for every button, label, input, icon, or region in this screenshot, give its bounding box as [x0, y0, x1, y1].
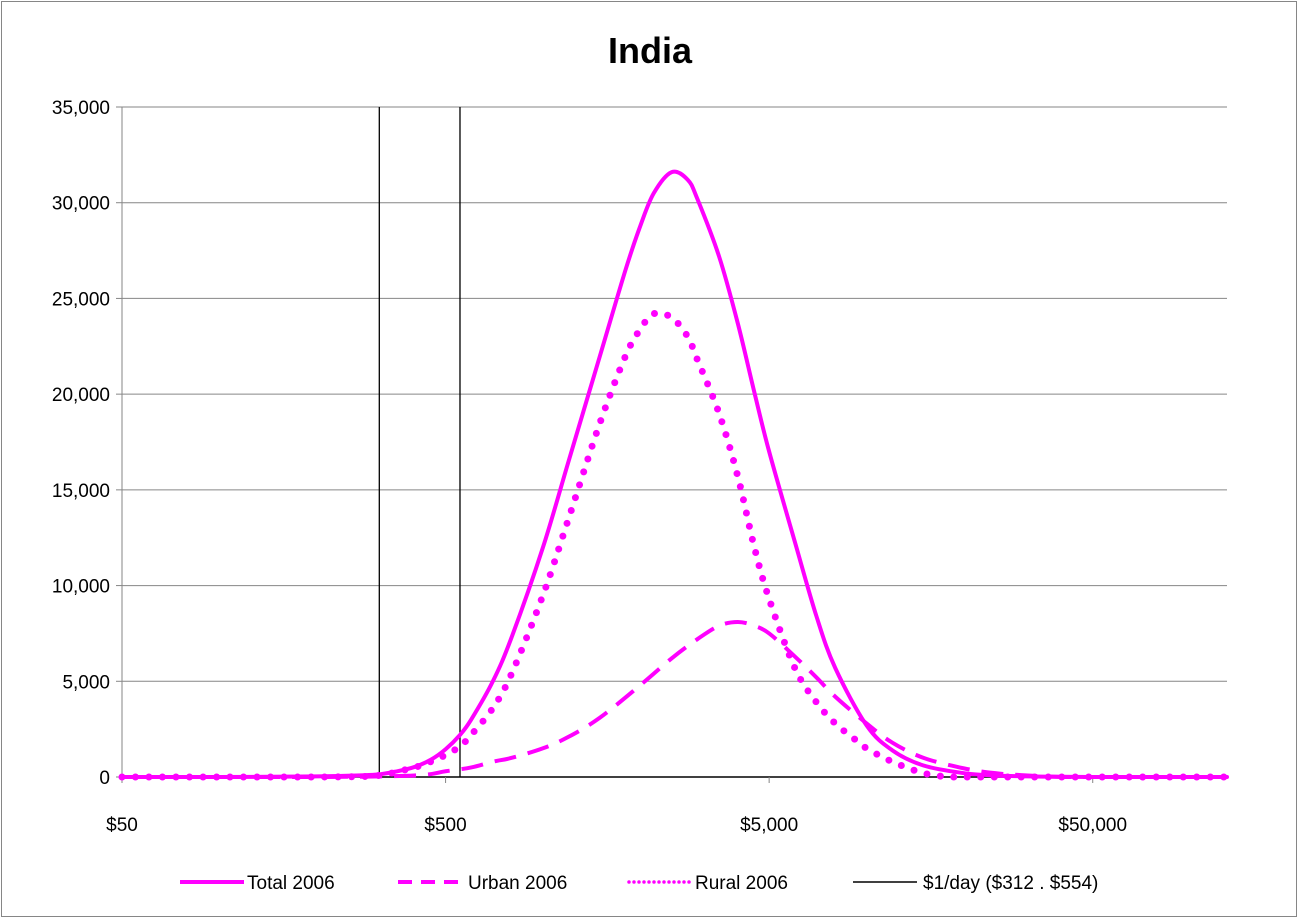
- y-tick-label: 35,000: [52, 98, 110, 119]
- chart-title: India: [608, 30, 693, 71]
- legend-item: Total 2006: [180, 873, 335, 894]
- y-tick-label: 5,000: [62, 672, 110, 693]
- x-tick-label: $50,000: [1058, 815, 1127, 836]
- legend-label: Total 2006: [247, 873, 335, 894]
- y-axis-ticks: 0 5,000 10,000 15,000 20,000 25,000 30,000 35,0…: [52, 98, 110, 789]
- legend-item: Rural 2006: [627, 873, 788, 894]
- y-tick-label: 10,000: [52, 577, 110, 598]
- legend-label: Urban 2006: [468, 873, 567, 894]
- y-tick-label: 30,000: [52, 194, 110, 215]
- gridlines: [122, 106, 1227, 682]
- series-line-urban-2006: [122, 619, 1227, 780]
- x-axis-ticks: $50 $500 $5,000 $50,000: [106, 815, 1127, 836]
- series-line-rural-2006: [118, 309, 1231, 781]
- y-tick-label: 20,000: [52, 385, 110, 406]
- legend-item: $1/day ($312 . $554): [853, 873, 1098, 894]
- x-tick-label: $500: [424, 815, 466, 836]
- y-tick-label: 25,000: [52, 289, 110, 310]
- y-tick-label: 0: [99, 768, 110, 789]
- x-tick-label: $50: [106, 815, 138, 836]
- legend-item: Urban 2006: [398, 873, 567, 894]
- legend-label: $1/day ($312 . $554): [923, 873, 1098, 894]
- y-tick-label: 15,000: [52, 481, 110, 502]
- legend: Total 2006 Urban 2006 Rural 2006 $1/day ($3…: [180, 873, 1098, 894]
- legend-label: Rural 2006: [695, 873, 788, 894]
- series-line-total-2006: [120, 169, 1229, 780]
- x-tick-label: $5,000: [740, 815, 798, 836]
- poverty-line-markers: [378, 107, 461, 777]
- series-layer: [118, 169, 1231, 781]
